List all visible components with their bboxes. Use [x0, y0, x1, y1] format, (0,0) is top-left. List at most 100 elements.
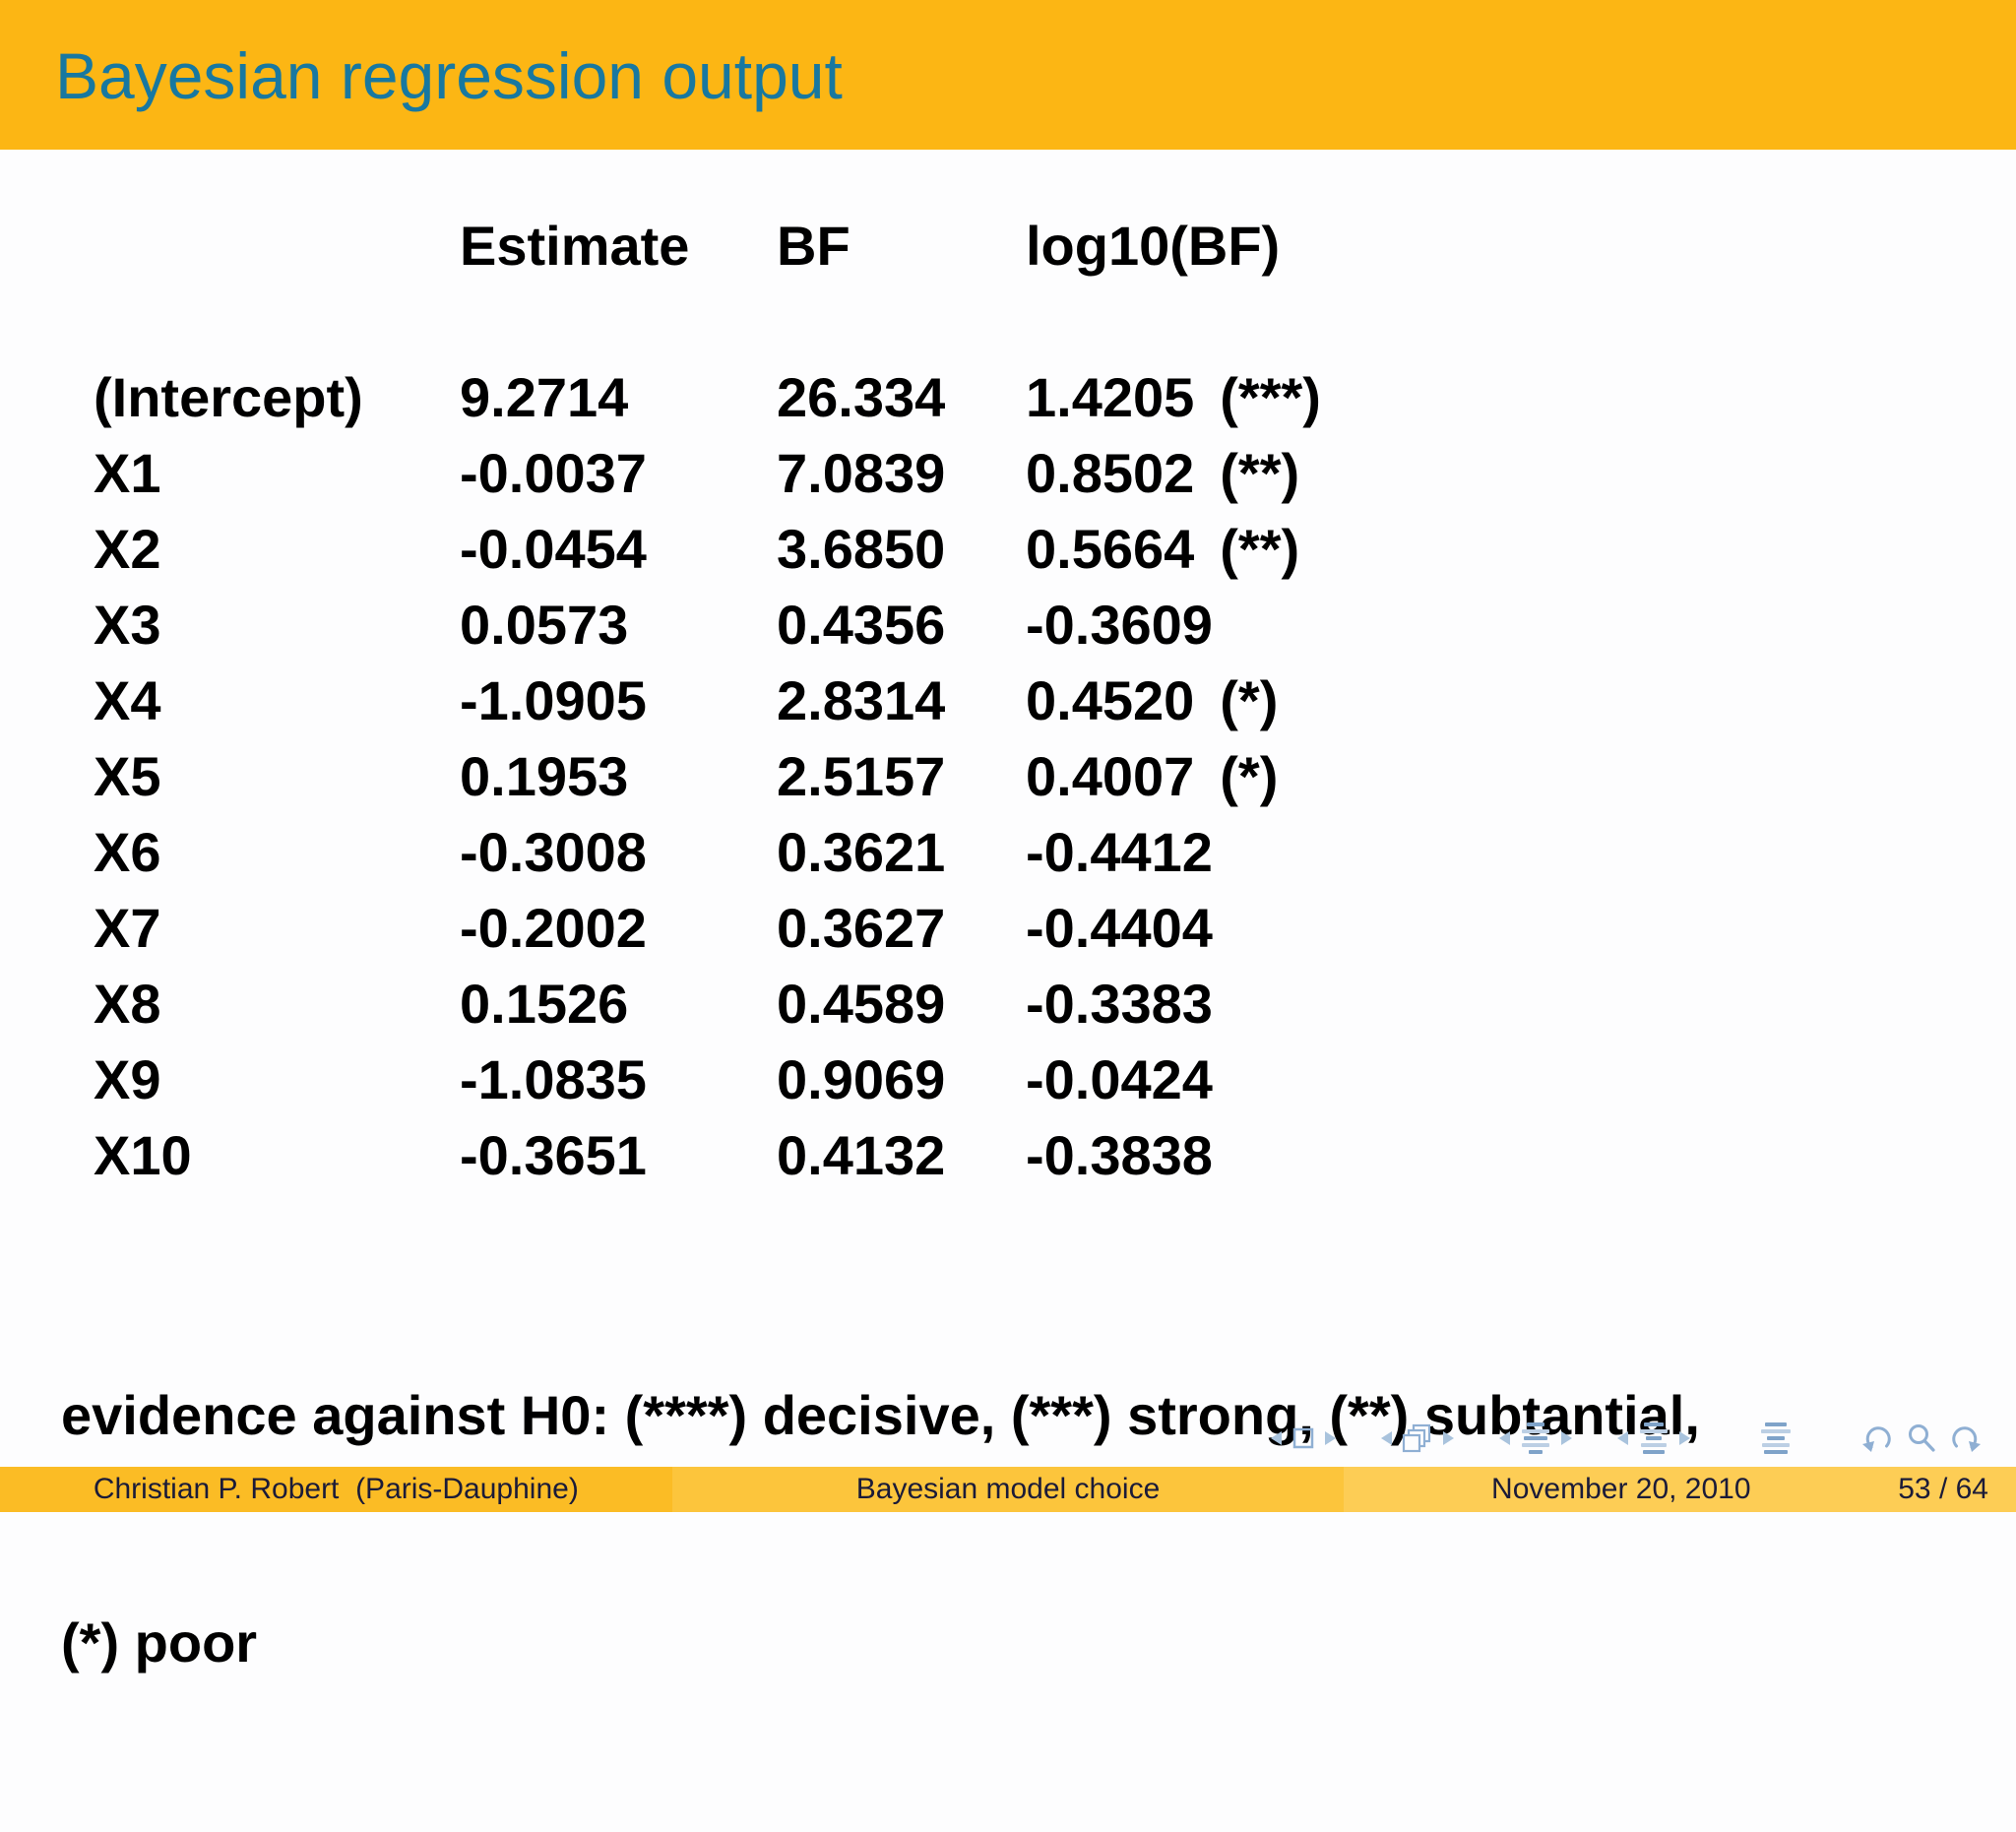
- table-row: X1 -0.0037 7.0839 0.8502 (**): [94, 435, 1636, 511]
- row-log10bf: 0.4520 (*): [1026, 669, 1279, 731]
- header-bar: [0, 0, 2016, 150]
- slide-nav-group: [1270, 1426, 1337, 1450]
- row-log10bf: -0.3838: [1026, 1124, 1213, 1186]
- footer-author: Christian P. Robert (Paris-Dauphine): [93, 1473, 579, 1505]
- footer-author-segment: Christian P. Robert (Paris-Dauphine): [0, 1467, 672, 1512]
- row-log10bf: 0.5664 (**): [1026, 518, 1300, 580]
- next-subsection-icon[interactable]: [1560, 1430, 1573, 1446]
- table-row: X6 -0.3008 0.3621 -0.4412: [94, 814, 1636, 890]
- row-estimate: -1.0905: [460, 669, 647, 731]
- row-label: X9: [94, 1048, 161, 1110]
- frame-icon[interactable]: [1292, 1426, 1315, 1450]
- evidence-note-line2: (*) poor: [61, 1611, 258, 1674]
- table-row: X10 -0.3651 0.4132 -0.3838: [94, 1117, 1636, 1193]
- row-estimate: -0.3008: [460, 821, 647, 883]
- row-bf: 3.6850: [777, 518, 946, 580]
- row-label: (Intercept): [94, 366, 363, 428]
- row-log10bf: 1.4205 (***): [1026, 366, 1321, 428]
- row-bf: 2.8314: [777, 669, 946, 731]
- table-header-row: Estimate BF log10(BF): [94, 208, 1636, 284]
- slide: Bayesian regression output Estimate BF l…: [0, 0, 2016, 1674]
- row-label: X1: [94, 442, 161, 504]
- table-row: X3 0.0573 0.4356 -0.3609: [94, 587, 1636, 663]
- row-log10bf: -0.3609: [1026, 594, 1213, 656]
- footer-title-segment: Bayesian model choice: [671, 1467, 1345, 1512]
- significance-stars: (*): [1220, 745, 1279, 807]
- subsection-lines-icon[interactable]: [1520, 1422, 1551, 1454]
- history-nav-group: [1860, 1421, 1983, 1455]
- row-label: X2: [94, 518, 161, 580]
- row-estimate: 0.0573: [460, 594, 629, 656]
- significance-stars: (***): [1220, 366, 1321, 428]
- row-bf: 0.3627: [777, 897, 946, 959]
- section-lines-icon[interactable]: [1638, 1422, 1670, 1454]
- history-forward-icon[interactable]: [1947, 1421, 1983, 1455]
- row-estimate: -1.0835: [460, 1048, 647, 1110]
- next-slide-icon[interactable]: [1324, 1430, 1337, 1446]
- row-bf: 26.334: [777, 366, 946, 428]
- row-label: X4: [94, 669, 161, 731]
- row-estimate: 9.2714: [460, 366, 629, 428]
- row-label: X7: [94, 897, 161, 959]
- row-bf: 0.3621: [777, 821, 946, 883]
- header-bf: BF: [777, 215, 850, 277]
- row-label: X3: [94, 594, 161, 656]
- row-log10bf: 0.4007 (*): [1026, 745, 1279, 807]
- prev-slide-icon[interactable]: [1270, 1430, 1283, 1446]
- table-row: X9 -1.0835 0.9069 -0.0424: [94, 1042, 1636, 1117]
- significance-stars: (**): [1220, 518, 1300, 580]
- row-label: X5: [94, 745, 161, 807]
- row-log10bf: 0.8502 (**): [1026, 442, 1300, 504]
- significance-stars: (*): [1220, 669, 1279, 731]
- row-label: X10: [94, 1124, 192, 1186]
- row-bf: 7.0839: [777, 442, 946, 504]
- row-bf: 0.4589: [777, 973, 946, 1035]
- subsection-nav-group: [1498, 1422, 1573, 1454]
- prev-section-icon[interactable]: [1616, 1430, 1629, 1446]
- row-bf: 0.9069: [777, 1048, 946, 1110]
- row-log10bf: -0.4412: [1026, 821, 1213, 883]
- evidence-note: evidence against H0: (****) decisive, (*…: [61, 1226, 1700, 1832]
- row-estimate: 0.1953: [460, 745, 629, 807]
- footer-bar: Christian P. Robert (Paris-Dauphine) Bay…: [0, 1467, 2016, 1512]
- appendix-lines-icon[interactable]: [1760, 1422, 1792, 1454]
- row-estimate: -0.0454: [460, 518, 647, 580]
- footer-date-page-segment: November 20, 2010 53 / 64: [1344, 1467, 2016, 1512]
- prev-frame-icon[interactable]: [1380, 1430, 1393, 1446]
- prev-subsection-icon[interactable]: [1498, 1430, 1511, 1446]
- header-log10bf: log10(BF): [1026, 215, 1281, 277]
- row-estimate: 0.1526: [460, 973, 629, 1035]
- row-bf: 2.5157: [777, 745, 946, 807]
- search-icon[interactable]: [1905, 1421, 1938, 1455]
- footer-talk-title: Bayesian model choice: [855, 1473, 1161, 1505]
- page-title: Bayesian regression output: [55, 39, 843, 112]
- table-spacer-row: [94, 284, 1636, 359]
- row-log10bf: -0.0424: [1026, 1048, 1213, 1110]
- table-row: X8 0.1526 0.4589 -0.3383: [94, 966, 1636, 1042]
- significance-stars: (**): [1220, 442, 1300, 504]
- header-estimate: Estimate: [460, 215, 690, 277]
- row-estimate: -0.0037: [460, 442, 647, 504]
- navigation-bar: [1270, 1419, 1983, 1458]
- frame-group-icon[interactable]: [1402, 1423, 1433, 1453]
- table-row: X5 0.1953 2.5157 0.4007 (*): [94, 738, 1636, 814]
- next-frame-icon[interactable]: [1442, 1430, 1455, 1446]
- footer-date: November 20, 2010: [1491, 1473, 1751, 1505]
- next-section-icon[interactable]: [1678, 1430, 1691, 1446]
- row-log10bf: -0.4404: [1026, 897, 1213, 959]
- frame-nav-group: [1380, 1423, 1455, 1453]
- row-bf: 0.4132: [777, 1124, 946, 1186]
- row-estimate: -0.2002: [460, 897, 647, 959]
- table-row: (Intercept) 9.2714 26.334 1.4205 (***): [94, 359, 1636, 435]
- row-bf: 0.4356: [777, 594, 946, 656]
- row-estimate: -0.3651: [460, 1124, 647, 1186]
- footer-page-number: 53 / 64: [1898, 1473, 1988, 1505]
- table-row: X2 -0.0454 3.6850 0.5664 (**): [94, 511, 1636, 587]
- table-row: X4 -1.0905 2.8314 0.4520 (*): [94, 663, 1636, 738]
- regression-table: Estimate BF log10(BF) (Intercept) 9.2714…: [94, 208, 1636, 1193]
- section-nav-group: [1616, 1422, 1691, 1454]
- row-log10bf: -0.3383: [1026, 973, 1213, 1035]
- row-label: X6: [94, 821, 161, 883]
- table-row: X7 -0.2002 0.3627 -0.4404: [94, 890, 1636, 966]
- history-back-icon[interactable]: [1860, 1421, 1896, 1455]
